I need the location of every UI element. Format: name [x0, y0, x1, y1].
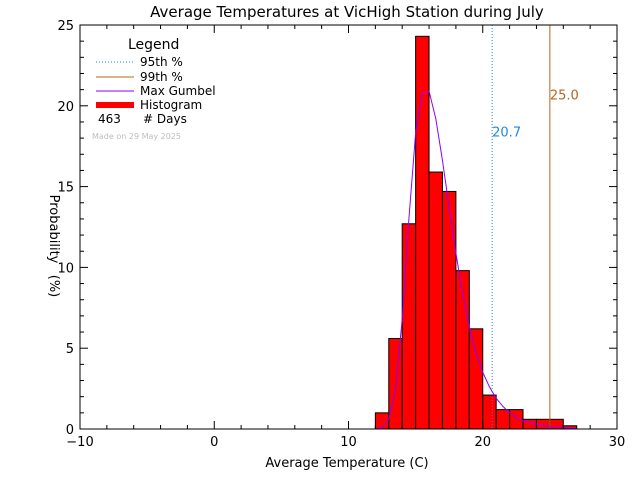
legend-days-label: # Days — [143, 112, 187, 126]
legend-label-95th: 95th % — [140, 55, 183, 69]
legend-label-99th: 99th % — [140, 70, 183, 84]
histogram-bar — [509, 409, 524, 430]
legend-days-count: 463 — [98, 112, 121, 126]
chart-title: Average Temperatures at VicHigh Station … — [150, 3, 544, 21]
y-axis-label: Probability — [46, 195, 61, 264]
x-tick-label: 30 — [609, 435, 626, 450]
gumbel-curve-group — [375, 90, 577, 430]
y-tick-label: 0 — [66, 423, 74, 438]
x-tick-label: −10 — [66, 435, 93, 450]
legend-label-gumbel: Max Gumbel — [140, 84, 216, 98]
histogram-bar — [374, 412, 390, 430]
histogram-bar — [428, 171, 443, 430]
y-tick-label: 5 — [66, 342, 74, 357]
made-on-stamp: Made on 29 May 2025 — [92, 132, 181, 141]
y-tick-label: 20 — [57, 100, 74, 115]
x-tick-label: 0 — [210, 435, 218, 450]
percentile-99-label: 25.0 — [550, 88, 579, 103]
histogram-bars — [374, 35, 578, 430]
y-tick-label: 15 — [57, 181, 74, 196]
x-axis-label: Average Temperature (C) — [265, 456, 428, 471]
legend-label-histogram: Histogram — [140, 98, 202, 112]
gumbel-curve — [375, 90, 577, 430]
histogram-bar — [482, 394, 497, 430]
y-tick-label: 25 — [57, 19, 74, 34]
y-tick-label: 10 — [57, 261, 74, 276]
percentile-95-label: 20.7 — [492, 126, 521, 141]
legend: Legend 95th % 99th % Max Gumbel Histogra… — [92, 37, 216, 141]
reference-lines: 20.7 25.0 — [491, 25, 579, 429]
histogram-bar — [468, 328, 484, 430]
histogram-bar — [495, 409, 511, 430]
y-axis-unit-group: (%) — [46, 275, 61, 298]
y-axis-label-group: Probability — [46, 195, 61, 264]
histogram-bar — [401, 223, 417, 430]
histogram-bar — [441, 190, 457, 430]
histogram-bar — [388, 338, 403, 430]
x-tick-label: 10 — [340, 435, 357, 450]
legend-title: Legend — [128, 37, 179, 53]
y-axis-unit: (%) — [46, 275, 61, 298]
x-tick-label: 20 — [474, 435, 491, 450]
